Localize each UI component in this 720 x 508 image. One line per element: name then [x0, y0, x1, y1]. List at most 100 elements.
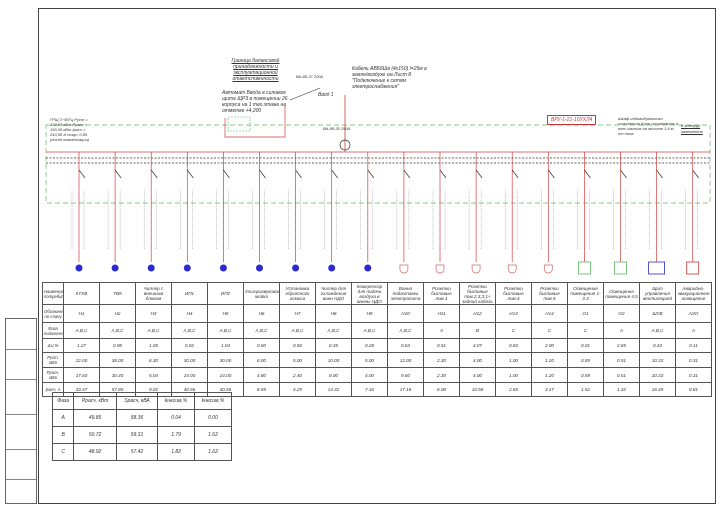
motor-icon: [364, 264, 372, 272]
cell-du: 0.35: [315, 338, 352, 353]
cell-phase: A,B,C: [387, 322, 424, 339]
cell-prasch: 9.60: [387, 367, 424, 383]
breaker-2-label: ВА-88-35 250А: [323, 126, 351, 131]
table-row: A 49.85 58.36 0.04 0.00: [51, 409, 232, 427]
cell-code: Н9: [351, 304, 388, 323]
cell-name: Освещение помещения 1-3.3: [567, 282, 604, 305]
cell-irasch: 7.16: [351, 382, 388, 397]
breaker-label: ВА-88-37 200А: [296, 74, 324, 79]
cell-phase: A,B,C: [351, 322, 388, 339]
breaker-icon: [584, 169, 591, 179]
cell-code: Н3: [135, 304, 172, 323]
cell: 1.62: [194, 443, 232, 461]
cell-pust: 5.00: [351, 352, 388, 368]
cell-prasch: 4.00: [351, 367, 388, 383]
socket-icon: [435, 264, 445, 274]
cell-prasch: 4.80: [243, 367, 280, 383]
cell-code: АЭО: [675, 304, 712, 323]
motor-icon: [147, 264, 155, 272]
table-row: Наименование потребителяКТХВТВКЧиллер с …: [42, 282, 712, 305]
cell-phase: A: [423, 322, 460, 339]
cell-pust: 0.59: [567, 352, 604, 368]
table-row: C 48.92 57.42 1.82 1.62: [51, 443, 232, 461]
breaker-icon: [78, 169, 86, 179]
cell-pust: 30.00: [171, 352, 208, 368]
panel-name: ВРУ-1-21-10УХЛ4: [547, 115, 597, 125]
cell-pust: 30.00: [207, 352, 244, 368]
cell-pust: 0.31: [675, 352, 712, 368]
breaker-icon: [548, 169, 555, 179]
cell-irasch: 0.81: [675, 382, 712, 397]
cell-code: Н4: [171, 304, 208, 323]
row-header: ΔU,%: [42, 338, 64, 353]
cell-du: 2.85: [603, 338, 640, 353]
cell-prasch: 5.04: [135, 367, 172, 383]
cell-du: 2.00: [531, 338, 568, 353]
lighting-icon: [578, 261, 591, 275]
cell-code: Н1: [63, 304, 100, 323]
cell-name: Розетки бытовые пом.4: [495, 282, 532, 305]
cell-pust: 12.00: [387, 352, 424, 368]
cell-prasch: 2.30: [423, 367, 460, 383]
column-header: Ррасч, кВт: [73, 392, 117, 410]
cell: C: [51, 443, 75, 461]
cell: 49.85: [73, 409, 117, 427]
cell-name: Чиллер для охлаждения ванн НДО: [315, 282, 352, 305]
breaker-icon: [439, 169, 447, 179]
cell-code: Н11: [423, 304, 460, 323]
cable-note: Кабель АВБбШв (4х150) l=25м в земле/возд…: [352, 66, 427, 90]
column-header: Sрасч, кВА: [115, 392, 159, 410]
cell-phase: C: [531, 322, 568, 339]
title-block-margin: [5, 318, 37, 504]
socket-icon: [507, 264, 517, 274]
cell: 59.31: [115, 426, 159, 444]
cell-name: Розетки бытовые пом.1: [423, 282, 460, 305]
grsh-summary: ГРЩ 3~50Гц Руст = 192,55 кВт Ррасч = 150…: [50, 117, 90, 142]
cell-prasch: 24.00: [207, 367, 244, 383]
cell: A: [51, 409, 75, 427]
cell-prasch: 0.51: [603, 367, 640, 383]
row-header: Обозначение по плану: [42, 304, 64, 323]
cell-phase: A: [603, 322, 640, 339]
lighting-icon: [614, 261, 627, 275]
panel-boundary: [45, 124, 711, 204]
breaker-icon: [150, 169, 158, 179]
cell-du: 0.28: [351, 338, 388, 353]
cell-irasch: 10.58: [459, 382, 496, 397]
cell-phase: A,B,C: [171, 322, 208, 339]
cell: 1.62: [194, 426, 232, 444]
emergency-lighting-icon: [686, 261, 700, 275]
motor-icon: [328, 264, 336, 272]
cell-name: Розетки бытовые пом.2,3,3.1+ задний кабе…: [459, 282, 496, 305]
control-line: [224, 105, 286, 138]
cell-pust: 22.00: [63, 352, 100, 368]
phase-balance-table: Фаза Ррасч, кВт Sрасч, кВА kнесим,% kнесим,%…: [51, 392, 232, 461]
cell-name: Ванна подготовки электролита: [387, 282, 424, 305]
cell-prasch: 10.33: [639, 367, 676, 383]
cell: 0.00: [194, 409, 232, 427]
cell-irasch: 4.29: [279, 382, 316, 397]
cell-code: Н10: [387, 304, 424, 323]
table-row: B 50.72 59.31 1.79 1.62: [51, 426, 232, 444]
table-row: Фаза подключенияA,B,CA,B,CA,B,CA,B,CA,B,…: [42, 322, 712, 339]
cell-prasch: 4.00: [459, 367, 496, 383]
cell-du: 0.50: [279, 338, 316, 353]
motor-icon: [75, 264, 83, 272]
motor-icon: [111, 264, 119, 272]
cell: 48.92: [73, 443, 117, 461]
ventilation-panel-icon: [648, 261, 665, 275]
cell-irasch: 8.59: [243, 382, 280, 397]
cell: B: [51, 426, 75, 444]
cell-du: 0.51: [423, 338, 460, 353]
cell-phase: A,B,C: [639, 322, 676, 339]
cell-name: ТВК: [99, 282, 136, 305]
cell-irasch: 2.65: [495, 382, 532, 397]
table-row: ΔU,% 1.27 0.98 1.05 0.92 1.04 0.50 0.50 0.35 0.28…: [42, 338, 712, 353]
cell: 1.79: [157, 426, 196, 444]
cell-phase: A,B,C: [63, 322, 100, 339]
feeder-table: Наименование потребителяКТХВТВКЧиллер с …: [42, 282, 712, 397]
table-row: Обозначение по плануН1Н2Н3Н4Н5Н6Н7Н8Н9Н1…: [42, 304, 712, 323]
table-row: Руст, кВт 22.00 38.00 6.30 30.00 30.00 6.00 5.0…: [42, 352, 712, 368]
grounding-note: К контуру заземления: [681, 123, 703, 134]
cell-code: Н6: [243, 304, 280, 323]
